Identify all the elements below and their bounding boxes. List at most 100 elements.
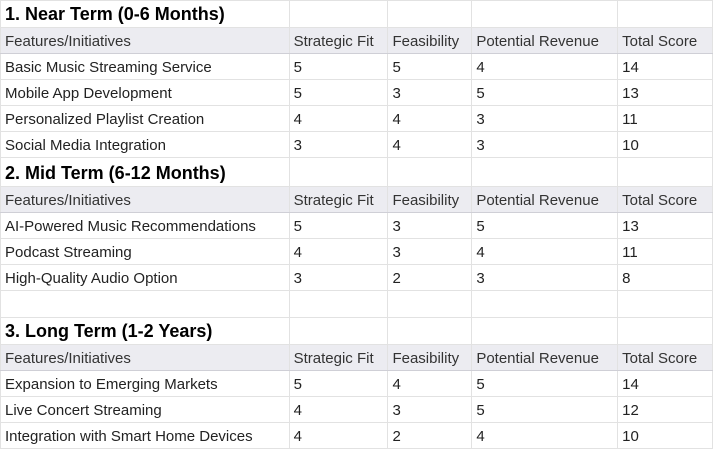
section-title-row: 1. Near Term (0-6 Months) <box>0 0 713 28</box>
header-features[interactable]: Features/Initiatives <box>0 344 290 371</box>
cell-feature[interactable]: High-Quality Audio Option <box>0 264 290 291</box>
table-row: Live Concert Streaming 4 3 5 12 <box>0 396 713 423</box>
cell-feature[interactable]: Live Concert Streaming <box>0 396 290 423</box>
empty-cell[interactable] <box>471 0 619 28</box>
header-potential-revenue[interactable]: Potential Revenue <box>471 186 619 213</box>
header-row: Features/Initiatives Strategic Fit Feasi… <box>0 186 713 213</box>
empty-cell[interactable] <box>289 290 389 318</box>
header-potential-revenue[interactable]: Potential Revenue <box>471 27 619 54</box>
empty-cell[interactable] <box>471 317 619 345</box>
cell-total-score[interactable]: 14 <box>617 53 713 80</box>
header-total-score[interactable]: Total Score <box>617 186 713 213</box>
empty-cell[interactable] <box>617 0 713 28</box>
cell-feasibility[interactable]: 3 <box>387 212 473 239</box>
empty-cell[interactable] <box>289 157 389 187</box>
empty-cell[interactable] <box>0 290 290 318</box>
empty-cell[interactable] <box>289 317 389 345</box>
cell-strategic-fit[interactable]: 5 <box>289 79 389 106</box>
empty-cell[interactable] <box>387 0 473 28</box>
cell-feasibility[interactable]: 4 <box>387 370 473 397</box>
cell-total-score[interactable]: 8 <box>617 264 713 291</box>
cell-strategic-fit[interactable]: 5 <box>289 212 389 239</box>
cell-feature[interactable]: Basic Music Streaming Service <box>0 53 290 80</box>
cell-total-score[interactable]: 11 <box>617 238 713 265</box>
empty-cell[interactable] <box>617 317 713 345</box>
cell-feature[interactable]: Mobile App Development <box>0 79 290 106</box>
header-features[interactable]: Features/Initiatives <box>0 27 290 54</box>
header-total-score[interactable]: Total Score <box>617 27 713 54</box>
cell-feasibility[interactable]: 3 <box>387 79 473 106</box>
table-row: Expansion to Emerging Markets 5 4 5 14 <box>0 370 713 397</box>
table-row: AI-Powered Music Recommendations 5 3 5 1… <box>0 212 713 239</box>
cell-potential-revenue[interactable]: 5 <box>471 79 619 106</box>
header-features[interactable]: Features/Initiatives <box>0 186 290 213</box>
section-title-mid-term[interactable]: 2. Mid Term (6-12 Months) <box>0 157 290 187</box>
cell-total-score[interactable]: 12 <box>617 396 713 423</box>
cell-total-score[interactable]: 10 <box>617 131 713 158</box>
cell-potential-revenue[interactable]: 4 <box>471 238 619 265</box>
section-title-row: 3. Long Term (1-2 Years) <box>0 317 713 345</box>
empty-cell[interactable] <box>387 290 473 318</box>
cell-feasibility[interactable]: 2 <box>387 264 473 291</box>
cell-total-score[interactable]: 10 <box>617 422 713 449</box>
cell-potential-revenue[interactable]: 4 <box>471 422 619 449</box>
cell-potential-revenue[interactable]: 5 <box>471 370 619 397</box>
header-feasibility[interactable]: Feasibility <box>387 344 473 371</box>
section-title-long-term[interactable]: 3. Long Term (1-2 Years) <box>0 317 290 345</box>
table-row: Mobile App Development 5 3 5 13 <box>0 79 713 106</box>
cell-feature[interactable]: Podcast Streaming <box>0 238 290 265</box>
cell-total-score[interactable]: 13 <box>617 212 713 239</box>
cell-strategic-fit[interactable]: 4 <box>289 396 389 423</box>
empty-cell[interactable] <box>289 0 389 28</box>
cell-potential-revenue[interactable]: 3 <box>471 105 619 132</box>
header-strategic-fit[interactable]: Strategic Fit <box>289 27 389 54</box>
cell-feasibility[interactable]: 2 <box>387 422 473 449</box>
cell-feature[interactable]: Personalized Playlist Creation <box>0 105 290 132</box>
cell-total-score[interactable]: 11 <box>617 105 713 132</box>
cell-feature[interactable]: Integration with Smart Home Devices <box>0 422 290 449</box>
cell-feasibility[interactable]: 4 <box>387 105 473 132</box>
cell-strategic-fit[interactable]: 4 <box>289 422 389 449</box>
header-potential-revenue[interactable]: Potential Revenue <box>471 344 619 371</box>
header-row: Features/Initiatives Strategic Fit Feasi… <box>0 27 713 54</box>
empty-cell[interactable] <box>387 157 473 187</box>
cell-total-score[interactable]: 14 <box>617 370 713 397</box>
empty-cell[interactable] <box>617 157 713 187</box>
spreadsheet-grid: 1. Near Term (0-6 Months) Features/Initi… <box>0 0 713 449</box>
table-row: Basic Music Streaming Service 5 5 4 14 <box>0 53 713 80</box>
cell-potential-revenue[interactable]: 5 <box>471 396 619 423</box>
table-row: Social Media Integration 3 4 3 10 <box>0 131 713 158</box>
cell-feasibility[interactable]: 3 <box>387 396 473 423</box>
table-row: Personalized Playlist Creation 4 4 3 11 <box>0 105 713 132</box>
cell-feasibility[interactable]: 5 <box>387 53 473 80</box>
cell-feasibility[interactable]: 3 <box>387 238 473 265</box>
cell-potential-revenue[interactable]: 4 <box>471 53 619 80</box>
empty-cell[interactable] <box>387 317 473 345</box>
table-row: Podcast Streaming 4 3 4 11 <box>0 238 713 265</box>
cell-feasibility[interactable]: 4 <box>387 131 473 158</box>
cell-feature[interactable]: Expansion to Emerging Markets <box>0 370 290 397</box>
header-feasibility[interactable]: Feasibility <box>387 27 473 54</box>
cell-potential-revenue[interactable]: 3 <box>471 264 619 291</box>
cell-potential-revenue[interactable]: 5 <box>471 212 619 239</box>
cell-total-score[interactable]: 13 <box>617 79 713 106</box>
empty-cell[interactable] <box>471 290 619 318</box>
header-strategic-fit[interactable]: Strategic Fit <box>289 186 389 213</box>
cell-strategic-fit[interactable]: 5 <box>289 53 389 80</box>
cell-strategic-fit[interactable]: 3 <box>289 131 389 158</box>
cell-feature[interactable]: Social Media Integration <box>0 131 290 158</box>
header-strategic-fit[interactable]: Strategic Fit <box>289 344 389 371</box>
empty-cell[interactable] <box>471 157 619 187</box>
header-total-score[interactable]: Total Score <box>617 344 713 371</box>
empty-row <box>0 290 713 318</box>
section-title-near-term[interactable]: 1. Near Term (0-6 Months) <box>0 0 290 28</box>
header-feasibility[interactable]: Feasibility <box>387 186 473 213</box>
cell-strategic-fit[interactable]: 4 <box>289 238 389 265</box>
cell-feature[interactable]: AI-Powered Music Recommendations <box>0 212 290 239</box>
cell-potential-revenue[interactable]: 3 <box>471 131 619 158</box>
section-title-row: 2. Mid Term (6-12 Months) <box>0 157 713 187</box>
cell-strategic-fit[interactable]: 4 <box>289 105 389 132</box>
cell-strategic-fit[interactable]: 3 <box>289 264 389 291</box>
empty-cell[interactable] <box>617 290 713 318</box>
cell-strategic-fit[interactable]: 5 <box>289 370 389 397</box>
